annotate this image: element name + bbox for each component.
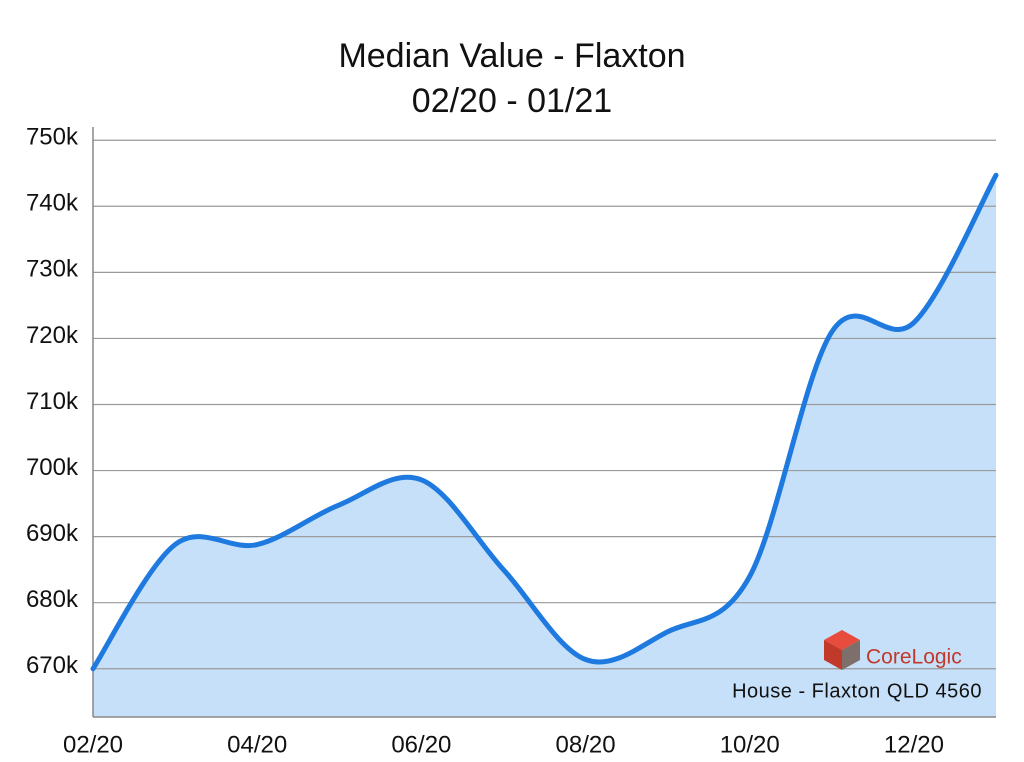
y-tick-label: 730k [26, 256, 79, 283]
y-tick-label: 700k [26, 454, 79, 481]
y-tick-label: 670k [26, 652, 79, 679]
x-tick-label: 02/20 [63, 731, 123, 758]
y-tick-label: 720k [26, 322, 79, 349]
x-tick-label: 06/20 [391, 731, 451, 758]
line [90, 172, 999, 672]
series-label: House - Flaxton QLD 4560 [732, 680, 982, 702]
y-tick-label: 690k [26, 520, 79, 547]
y-tick-label: 740k [26, 190, 79, 217]
y-tick-label: 750k [26, 124, 79, 151]
x-tick-label: 04/20 [227, 731, 287, 758]
x-tick-label: 10/20 [720, 731, 780, 758]
watermark: CoreLogic [866, 646, 962, 669]
logo-right [842, 640, 860, 670]
y-tick-label: 680k [26, 586, 79, 613]
logo: CoreLogic [824, 630, 962, 670]
logo-left [824, 640, 842, 670]
plot-area: 670k 680k 690k 700k 710k 720k 730k 740k 750k 02/2… [26, 124, 999, 758]
x-tick-label: 08/20 [556, 731, 616, 758]
chart-title: Median Value - Flaxton [338, 37, 685, 75]
x-tick-label: 12/20 [884, 731, 944, 758]
chart-subtitle: 02/20 - 01/21 [412, 82, 612, 120]
area-fill [93, 175, 996, 717]
y-tick-label: 710k [26, 388, 79, 415]
